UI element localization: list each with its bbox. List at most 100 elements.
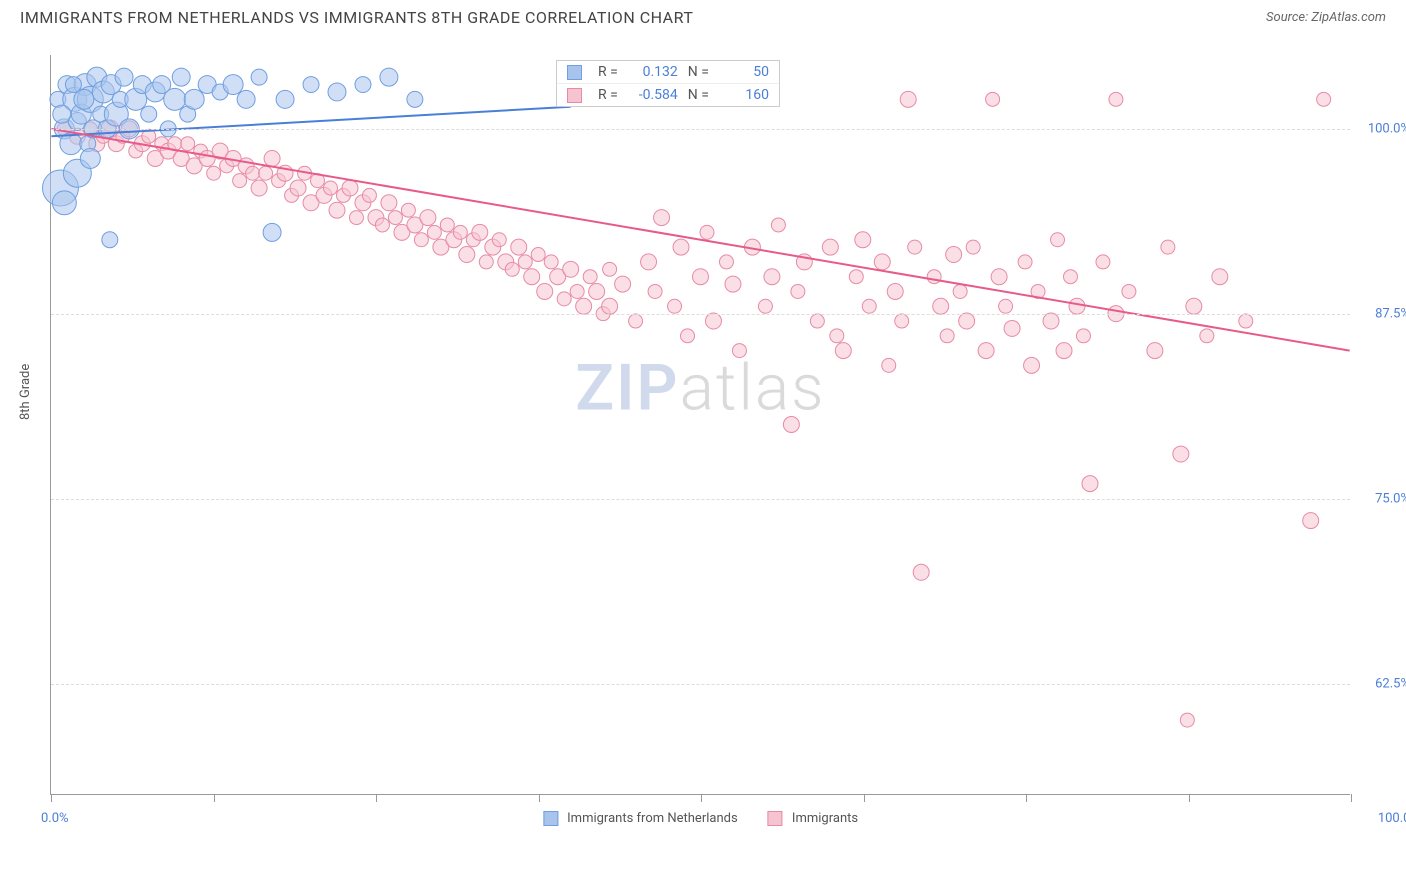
data-point — [1056, 343, 1072, 359]
data-point — [223, 75, 243, 95]
legend-label-2: Immigrants — [792, 811, 858, 826]
data-point — [407, 91, 423, 107]
source-label: Source: ZipAtlas.com — [1266, 10, 1386, 25]
data-point — [459, 247, 475, 263]
data-point — [233, 174, 247, 188]
data-point — [492, 233, 506, 247]
legend-label-1: Immigrants from Netherlands — [567, 811, 738, 826]
data-point — [414, 233, 428, 247]
data-point — [328, 83, 346, 101]
data-point — [53, 105, 71, 123]
data-point — [705, 313, 721, 329]
data-point — [1051, 233, 1065, 247]
data-point — [453, 225, 467, 239]
data-point — [583, 270, 597, 284]
data-point — [380, 68, 398, 86]
data-point — [1082, 476, 1098, 492]
trend-line — [51, 129, 1349, 351]
data-point — [1064, 270, 1078, 284]
data-point — [681, 329, 695, 343]
data-point — [276, 90, 294, 108]
gridline — [51, 684, 1350, 685]
data-point — [1147, 343, 1163, 359]
data-point — [1024, 357, 1040, 373]
data-point — [420, 210, 436, 226]
legend-item-2: Immigrants — [768, 811, 858, 826]
data-point — [673, 239, 689, 255]
x-tick — [376, 794, 377, 802]
data-point — [102, 232, 118, 248]
data-point — [511, 239, 527, 255]
data-point — [1317, 92, 1331, 106]
data-point — [375, 218, 389, 232]
data-point — [978, 343, 994, 359]
data-point — [184, 89, 204, 109]
data-point — [1212, 269, 1228, 285]
data-point — [246, 166, 260, 180]
data-point — [966, 240, 980, 254]
data-point — [835, 343, 851, 359]
data-point — [237, 90, 255, 108]
data-point — [603, 262, 617, 276]
data-point — [1018, 255, 1032, 269]
data-point — [1069, 298, 1085, 314]
data-point — [1173, 446, 1189, 462]
y-tick-label: 62.5% — [1355, 677, 1406, 692]
data-point — [324, 181, 338, 195]
bottom-legend: Immigrants from Netherlands Immigrants — [543, 811, 858, 826]
data-point — [946, 247, 962, 263]
data-point — [1004, 320, 1020, 336]
data-point — [141, 106, 157, 122]
data-point — [882, 358, 896, 372]
x-tick — [539, 794, 540, 802]
x-tick — [1026, 794, 1027, 802]
data-point — [181, 137, 195, 151]
data-point — [874, 254, 890, 270]
chart-title: IMMIGRANTS FROM NETHERLANDS VS IMMIGRANT… — [20, 8, 693, 27]
data-point — [303, 77, 319, 93]
data-point — [986, 92, 1000, 106]
stat-r-value-1: 0.132 — [628, 64, 678, 80]
data-point — [362, 188, 376, 202]
data-point — [615, 276, 631, 292]
data-point — [602, 298, 618, 314]
y-tick-label: 75.0% — [1355, 492, 1406, 507]
data-point — [401, 203, 415, 217]
stat-n-value-1: 50 — [719, 64, 769, 80]
data-point — [1043, 313, 1059, 329]
data-point — [251, 180, 267, 196]
data-point — [576, 298, 592, 314]
data-point — [251, 69, 267, 85]
y-tick-label: 100.0% — [1355, 122, 1406, 137]
data-point — [719, 255, 733, 269]
data-point — [259, 166, 273, 180]
data-point — [563, 261, 579, 277]
data-point — [1200, 329, 1214, 343]
gridline — [51, 314, 1350, 315]
legend-item-1: Immigrants from Netherlands — [543, 811, 738, 826]
data-point — [654, 210, 670, 226]
data-point — [700, 225, 714, 239]
data-point — [810, 314, 824, 328]
y-tick-label: 87.5% — [1355, 307, 1406, 322]
data-point — [1186, 298, 1202, 314]
data-point — [1180, 713, 1194, 727]
legend-swatch-2 — [768, 811, 783, 826]
stat-r-value-2: -0.584 — [628, 87, 678, 103]
data-point — [862, 299, 876, 313]
stat-r-label: R = — [598, 64, 618, 80]
data-point — [1161, 240, 1175, 254]
data-point — [74, 89, 94, 109]
data-point — [1109, 92, 1123, 106]
stats-legend-box: R = 0.132 N = 50 R = -0.584 N = 160 — [556, 60, 780, 107]
stat-r-label: R = — [598, 87, 618, 103]
data-point — [991, 269, 1007, 285]
x-tick — [701, 794, 702, 802]
data-point — [115, 68, 133, 86]
data-point — [479, 255, 493, 269]
data-point — [342, 180, 358, 196]
data-point — [1303, 513, 1319, 529]
data-point — [505, 262, 519, 276]
data-point — [355, 77, 371, 93]
data-point — [732, 344, 746, 358]
